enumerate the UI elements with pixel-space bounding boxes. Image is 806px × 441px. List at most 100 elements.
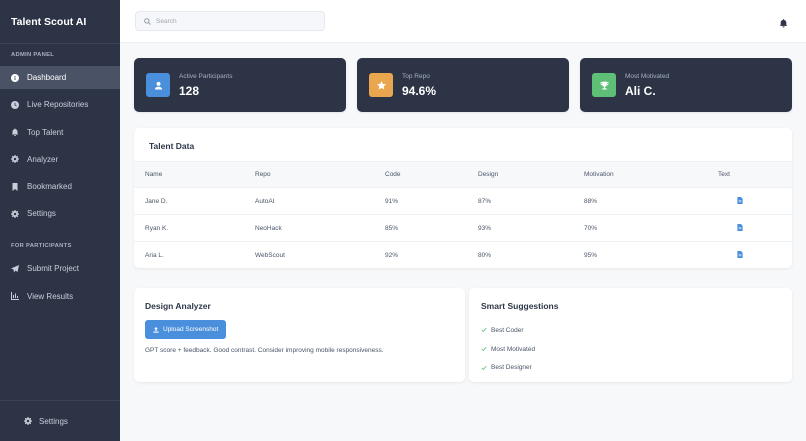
cell-name: Aria L. (145, 251, 164, 259)
paper-plane-icon (11, 264, 19, 273)
sidebar-item-view-results[interactable]: View Results (0, 285, 120, 308)
table-row: Ryan K. NeoHack 85% 93% 70% (134, 215, 792, 242)
column-header-repo: Repo (255, 171, 271, 178)
info-circle-icon (11, 73, 19, 82)
suggestion-label: Most Motivated (491, 345, 536, 353)
cell-motivation: 88% (584, 197, 598, 205)
stat-value: Ali C. (625, 83, 656, 98)
stat-label: Active Participants (179, 72, 233, 80)
participants-section-label: FOR PARTICIPANTS (11, 243, 72, 250)
gear-icon (11, 155, 19, 164)
search-box[interactable] (135, 11, 325, 31)
sidebar-item-label: Top Talent (27, 127, 64, 137)
document-icon[interactable] (737, 223, 743, 231)
cell-design: 87% (478, 197, 492, 205)
column-header-name: Name (145, 171, 163, 178)
trophy-icon (592, 73, 616, 97)
stat-card-active-participants: Active Participants 128 (134, 58, 346, 112)
sidebar-item-submit-project[interactable]: Submit Project (0, 257, 120, 280)
sidebar-item-analyzer[interactable]: Analyzer (0, 148, 120, 171)
column-header-text: Text (718, 171, 730, 178)
list-item: Most Motivated (481, 340, 780, 359)
table-header-row: Name Repo Code Design Motivation Text (134, 161, 792, 188)
sidebar-footer-label: Settings (39, 416, 68, 426)
design-analyzer-title: Design Analyzer (145, 301, 211, 311)
cell-name: Jane D. (145, 197, 168, 205)
column-header-code: Code (385, 171, 401, 178)
sidebar: Talent Scout AI ADMIN PANEL Dashboard Li… (0, 0, 120, 441)
admin-nav: Dashboard Live Repositories Top Talent A… (0, 66, 120, 225)
sidebar-item-label: Bookmarked (27, 182, 72, 192)
clock-icon (11, 100, 19, 109)
column-header-motivation: Motivation (584, 171, 614, 178)
gear-icon (11, 209, 19, 218)
design-analyzer-card: Design Analyzer Upload Screenshot GPT sc… (134, 288, 465, 382)
cell-repo: AutoAI (255, 197, 275, 205)
bookmark-icon (11, 182, 19, 191)
document-icon[interactable] (737, 196, 743, 204)
cell-repo: WebScout (255, 251, 285, 259)
stat-label: Top Repo (402, 72, 430, 80)
sidebar-item-settings[interactable]: Settings (0, 202, 120, 225)
check-icon (481, 365, 487, 371)
talent-table: Name Repo Code Design Motivation Text Ja… (134, 161, 792, 268)
gear-icon (24, 417, 32, 425)
cell-text (707, 242, 792, 269)
notification-bell-icon[interactable] (779, 15, 788, 28)
cell-code: 91% (385, 197, 399, 205)
smart-suggestions-card: Smart Suggestions Best Coder Most Motiva… (469, 288, 792, 382)
search-input[interactable] (156, 17, 316, 25)
smart-suggestions-title: Smart Suggestions (481, 301, 559, 311)
stat-card-top-repo: Top Repo 94.6% (357, 58, 569, 112)
app-brand: Talent Scout AI (0, 0, 120, 44)
cell-design: 93% (478, 224, 492, 232)
sidebar-item-bookmarked[interactable]: Bookmarked (0, 175, 120, 198)
check-icon (481, 327, 487, 333)
main-content: Active Participants 128 Top Repo 94.6% M… (120, 0, 806, 441)
sidebar-item-top-talent[interactable]: Top Talent (0, 121, 120, 144)
document-icon[interactable] (737, 250, 743, 258)
cell-code: 92% (385, 251, 399, 259)
analyzer-feedback-text: GPT score + feedback. Good contrast. Con… (145, 347, 384, 354)
search-icon (144, 17, 151, 25)
list-item: Best Designer (481, 358, 780, 377)
check-icon (481, 346, 487, 352)
bell-icon (11, 128, 19, 137)
cell-text (707, 215, 792, 242)
sidebar-item-label: Analyzer (27, 154, 59, 164)
sidebar-footer-settings[interactable]: Settings (0, 400, 120, 441)
cell-code: 85% (385, 224, 399, 232)
talent-data-title: Talent Data (149, 141, 195, 151)
cell-design: 80% (478, 251, 492, 259)
sidebar-item-label: Submit Project (27, 264, 80, 274)
suggestion-label: Best Coder (491, 326, 524, 334)
upload-screenshot-button[interactable]: Upload Screenshot (145, 320, 227, 339)
sidebar-item-label: Settings (27, 209, 56, 219)
stat-value: 94.6% (402, 83, 437, 98)
cell-text (707, 188, 792, 215)
list-item: Best Coder (481, 321, 780, 340)
cell-motivation: 70% (584, 224, 598, 232)
topbar (120, 0, 806, 43)
chart-icon (11, 292, 19, 301)
suggestions-list: Best Coder Most Motivated Best Designer (481, 321, 780, 377)
suggestion-label: Best Designer (491, 364, 532, 372)
star-icon (369, 73, 393, 97)
table-row: Aria L. WebScout 92% 80% 95% (134, 242, 792, 269)
talent-data-card: Talent Data Name Repo Code Design Motiva… (134, 128, 792, 268)
user-icon (146, 73, 170, 97)
stat-value: 128 (179, 83, 200, 98)
cell-motivation: 95% (584, 251, 598, 259)
sidebar-item-dashboard[interactable]: Dashboard (0, 66, 120, 89)
sidebar-item-live-repositories[interactable]: Live Repositories (0, 93, 120, 116)
sidebar-item-label: Dashboard (27, 73, 67, 82)
upload-icon (153, 326, 159, 333)
sidebar-item-label: View Results (27, 291, 74, 301)
cell-name: Ryan K. (145, 224, 169, 232)
column-header-design: Design (478, 171, 499, 178)
admin-panel-label: ADMIN PANEL (11, 52, 55, 58)
table-row: Jane D. AutoAI 91% 87% 88% (134, 188, 792, 215)
participant-nav: Submit Project View Results (0, 257, 120, 307)
upload-button-label: Upload Screenshot (163, 326, 219, 333)
sidebar-item-label: Live Repositories (27, 100, 89, 110)
